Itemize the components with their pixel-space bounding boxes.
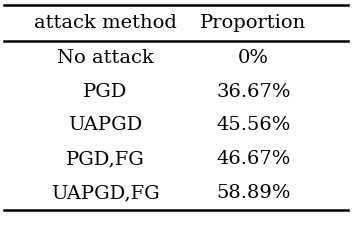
Text: 36.67%: 36.67% xyxy=(216,82,291,101)
Text: 45.56%: 45.56% xyxy=(216,116,291,135)
Text: Proportion: Proportion xyxy=(200,14,307,32)
Text: 58.89%: 58.89% xyxy=(216,184,291,202)
Text: PGD,FG: PGD,FG xyxy=(66,150,145,169)
Text: 0%: 0% xyxy=(238,48,269,67)
Text: UAPGD: UAPGD xyxy=(69,116,143,135)
Text: UAPGD,FG: UAPGD,FG xyxy=(51,184,160,202)
Text: PGD: PGD xyxy=(83,82,128,101)
Text: No attack: No attack xyxy=(57,48,154,67)
Text: attack method: attack method xyxy=(34,14,177,32)
Text: 46.67%: 46.67% xyxy=(216,150,291,169)
